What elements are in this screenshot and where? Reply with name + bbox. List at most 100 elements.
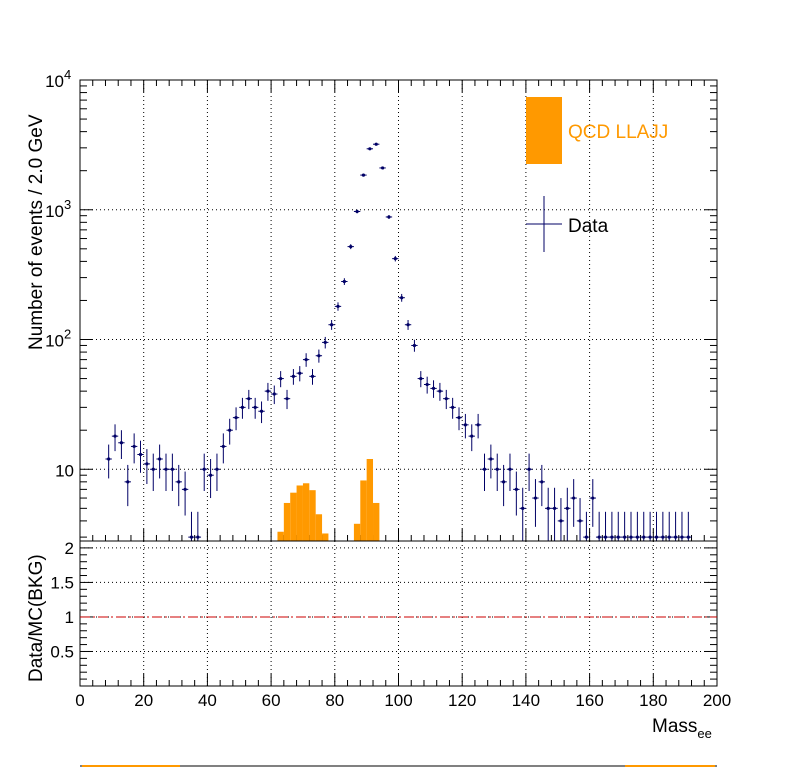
data-point xyxy=(330,323,334,327)
data-point xyxy=(591,496,595,500)
data-point xyxy=(177,480,181,484)
qcd-bar xyxy=(290,492,297,541)
data-point xyxy=(654,535,659,539)
data-point xyxy=(648,535,652,539)
data-point xyxy=(291,374,295,378)
main-y-tick-exponent: 3 xyxy=(64,197,71,212)
data-point xyxy=(457,416,461,420)
data-point xyxy=(419,376,423,381)
data-point xyxy=(221,444,225,449)
data-point xyxy=(514,487,518,491)
data-point xyxy=(438,389,442,393)
qcd-bar xyxy=(353,523,361,541)
data-point xyxy=(259,409,264,413)
data-point xyxy=(393,257,397,261)
x-tick-label: 160 xyxy=(575,691,603,710)
data-point xyxy=(597,535,601,539)
legend-label-data: Data xyxy=(568,216,609,237)
data-point xyxy=(502,480,506,484)
data-point xyxy=(540,480,544,484)
data-point xyxy=(323,340,327,345)
data-point xyxy=(119,441,124,445)
x-tick-label: 120 xyxy=(448,691,476,710)
legend: QCD LLAJJ Data xyxy=(526,97,668,252)
data-point xyxy=(489,457,493,461)
data-point xyxy=(387,215,391,219)
main-y-tick-exponent: 4 xyxy=(64,67,71,82)
qcd-bar xyxy=(366,458,374,541)
main-plot-frame xyxy=(79,79,718,542)
data-point xyxy=(279,376,283,381)
x-axis-title-main: Mass xyxy=(652,716,697,737)
data-point xyxy=(298,371,302,375)
data-point xyxy=(310,374,315,378)
main-x-axis xyxy=(79,80,718,541)
qcd-bar xyxy=(322,533,329,541)
data-point xyxy=(247,397,251,401)
data-point xyxy=(584,535,589,539)
qcd-bar xyxy=(315,514,323,541)
data-point xyxy=(196,535,200,539)
ratio-y-tick-label: 1 xyxy=(65,608,74,627)
data-point xyxy=(374,142,378,146)
data-point xyxy=(578,519,582,523)
x-tick-label: 180 xyxy=(639,691,667,710)
x-tick-label: 140 xyxy=(512,691,540,710)
data-point xyxy=(444,397,448,401)
data-point xyxy=(623,535,627,539)
legend-label-qcd: QCD LLAJJ xyxy=(568,122,668,143)
data-point xyxy=(451,405,455,409)
data-point xyxy=(552,506,557,510)
data-point xyxy=(202,467,206,471)
main-y-tick-label: 10 xyxy=(45,72,64,91)
qcd-bar xyxy=(296,485,303,541)
data-point xyxy=(642,535,646,539)
data-point xyxy=(240,405,245,409)
data-point xyxy=(508,467,512,471)
data-point xyxy=(183,487,187,491)
data-point xyxy=(667,535,671,539)
data-point xyxy=(603,535,608,539)
qcd-bar xyxy=(277,531,284,541)
data-point xyxy=(635,535,639,539)
data-point xyxy=(629,535,633,539)
data-point xyxy=(285,397,289,401)
x-tick-label: 100 xyxy=(384,691,412,710)
data-point xyxy=(151,467,155,471)
data-point xyxy=(521,506,525,510)
ratio-y-tick-label: 0.5 xyxy=(50,642,74,661)
x-tick-label: 40 xyxy=(198,691,217,710)
qcd-bar xyxy=(360,480,367,541)
data-point xyxy=(361,173,366,177)
data-point xyxy=(208,473,213,477)
data-point xyxy=(266,389,270,393)
data-point xyxy=(431,386,436,390)
data-point xyxy=(425,382,429,387)
data-point xyxy=(189,535,194,539)
main-y-tick-label: 10 xyxy=(55,461,74,480)
data-point xyxy=(616,535,620,539)
x-tick-label: 60 xyxy=(262,691,281,710)
ratio-grid xyxy=(80,541,717,686)
data-point xyxy=(527,467,531,471)
data-point xyxy=(349,245,353,249)
x-tick-label: 200 xyxy=(703,691,731,710)
data-point xyxy=(132,444,136,449)
data-point xyxy=(336,304,340,308)
data-point xyxy=(661,535,665,539)
data-point xyxy=(107,457,111,461)
ratio-y-axis-title: Data/MC(BKG) xyxy=(26,554,47,682)
x-axis-title: Massee xyxy=(652,716,712,741)
data-point xyxy=(158,457,162,461)
data-point xyxy=(546,506,550,510)
data-point xyxy=(463,423,467,427)
data-point xyxy=(228,428,232,432)
data-point xyxy=(533,496,538,500)
x-tick-label: 0 xyxy=(75,691,84,710)
data-point xyxy=(170,467,174,471)
ratio-y-axis: 0.5 1 1.5 2 xyxy=(50,539,717,680)
data-point xyxy=(304,358,308,362)
x-axis-title-subscript: ee xyxy=(697,726,711,741)
